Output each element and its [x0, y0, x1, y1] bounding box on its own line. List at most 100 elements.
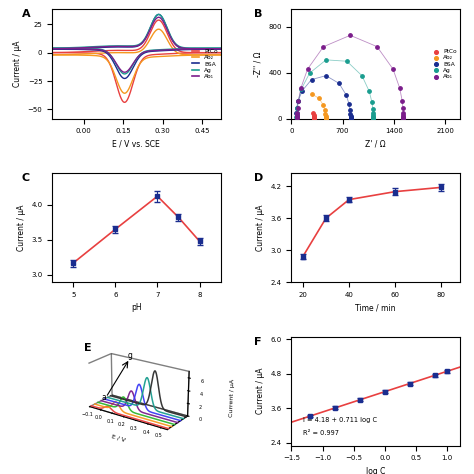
Point — [298, 87, 306, 95]
Point — [294, 97, 302, 105]
Point — [322, 114, 329, 121]
Point — [310, 115, 318, 122]
Y-axis label: Current / μA: Current / μA — [256, 368, 265, 414]
Point — [310, 115, 318, 122]
Point — [347, 114, 355, 122]
Point — [293, 109, 301, 117]
X-axis label: Z' / Ω: Z' / Ω — [365, 140, 386, 149]
Point — [370, 114, 377, 122]
Y-axis label: Current / μA: Current / μA — [256, 204, 265, 251]
Text: C: C — [22, 173, 30, 183]
Point — [322, 72, 330, 80]
Legend: PtCo, Ab₂, BSA, Ag, Ab₁: PtCo, Ab₂, BSA, Ag, Ab₁ — [430, 49, 457, 79]
Point — [295, 97, 302, 104]
Point — [346, 31, 354, 39]
Point — [321, 107, 328, 114]
Point — [322, 115, 329, 122]
Point — [347, 112, 355, 119]
Point — [365, 88, 373, 95]
Text: F: F — [254, 337, 262, 346]
Text: a: a — [101, 393, 106, 402]
Point — [310, 115, 318, 122]
X-axis label: pH: pH — [131, 303, 142, 312]
Point — [292, 113, 300, 120]
Point — [308, 90, 315, 98]
Point — [306, 69, 313, 77]
Point — [346, 100, 353, 108]
Point — [346, 106, 354, 114]
Point — [322, 115, 329, 122]
Point — [347, 115, 355, 122]
Point — [310, 114, 318, 122]
Point — [400, 113, 407, 120]
Text: B: B — [254, 9, 263, 19]
Point — [347, 114, 355, 122]
Text: R² = 0.997: R² = 0.997 — [303, 429, 339, 436]
Point — [292, 109, 300, 117]
Point — [358, 72, 366, 80]
Point — [293, 105, 301, 112]
Point — [293, 109, 301, 117]
Point — [322, 56, 330, 64]
Point — [310, 115, 318, 122]
Point — [294, 98, 302, 105]
Point — [373, 43, 381, 50]
Point — [369, 109, 377, 117]
Point — [346, 110, 354, 118]
Point — [399, 104, 407, 112]
Point — [370, 114, 377, 122]
Point — [368, 99, 376, 106]
Point — [310, 115, 318, 122]
Point — [322, 115, 329, 122]
Point — [322, 110, 329, 118]
Point — [400, 114, 407, 121]
Point — [322, 113, 329, 121]
Point — [396, 84, 403, 92]
Point — [310, 114, 318, 122]
Point — [293, 104, 301, 112]
Point — [400, 111, 407, 119]
X-axis label: E / V: E / V — [111, 434, 126, 443]
Point — [400, 115, 407, 122]
X-axis label: log C: log C — [366, 467, 385, 474]
Point — [370, 115, 377, 122]
Y-axis label: -Z'' / Ω: -Z'' / Ω — [254, 51, 263, 77]
Point — [293, 114, 301, 122]
Point — [370, 115, 377, 122]
Point — [322, 114, 329, 122]
Y-axis label: Current / μA: Current / μA — [13, 41, 22, 87]
Point — [389, 65, 397, 73]
Point — [370, 111, 377, 119]
Point — [342, 91, 350, 99]
Point — [347, 115, 355, 122]
Point — [319, 43, 327, 51]
Point — [347, 114, 355, 121]
Point — [310, 113, 318, 120]
Point — [308, 76, 315, 83]
Point — [310, 109, 317, 116]
Point — [310, 111, 318, 119]
Point — [293, 111, 301, 119]
Point — [310, 115, 318, 122]
Text: I = 4.18 + 0.711 log C: I = 4.18 + 0.711 log C — [303, 417, 377, 423]
Point — [310, 115, 318, 122]
Point — [322, 115, 329, 122]
Point — [398, 97, 406, 104]
Point — [310, 115, 318, 122]
Point — [370, 115, 377, 122]
Text: g: g — [128, 351, 133, 360]
Y-axis label: Current / μA: Current / μA — [17, 204, 26, 251]
Point — [319, 101, 327, 109]
X-axis label: Time / min: Time / min — [356, 303, 396, 312]
Point — [310, 114, 318, 121]
Point — [400, 109, 407, 116]
Point — [400, 114, 407, 122]
Point — [322, 115, 329, 122]
Text: A: A — [22, 9, 30, 19]
Point — [347, 115, 355, 122]
Point — [293, 111, 301, 119]
Point — [315, 94, 323, 102]
Point — [304, 65, 311, 73]
Point — [294, 104, 301, 112]
Point — [297, 84, 305, 92]
